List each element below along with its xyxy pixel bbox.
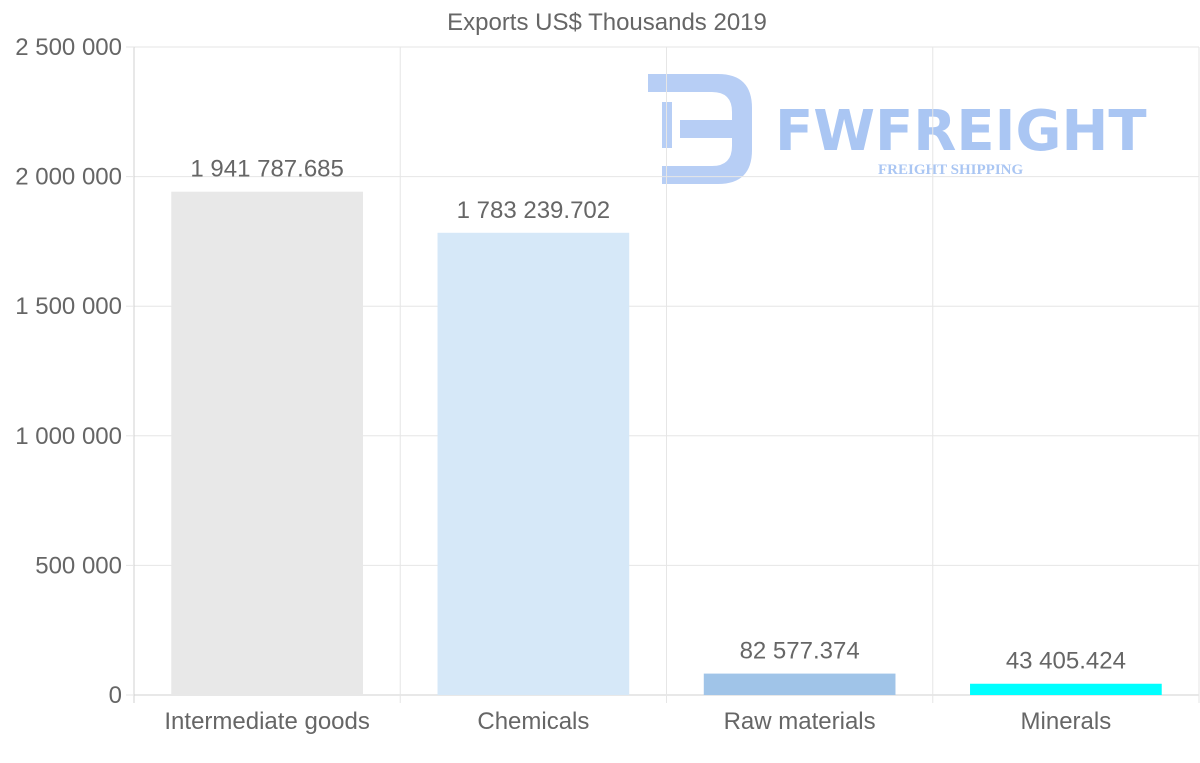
axes: 0 500 000 1 000 000 1 500 000 2 000 000 2 500…: [15, 34, 1111, 735]
chart-title: Exports US$ Thousands 2019: [447, 9, 767, 36]
x-tick-label: Intermediate goods: [164, 708, 369, 735]
data-label: 43 405.424: [1006, 648, 1126, 675]
y-tick-label: 500 000: [35, 552, 122, 579]
y-tick-label: 0: [109, 682, 122, 709]
data-label: 1 941 787.685: [190, 156, 343, 183]
fwfreight-watermark: FWFREIGHT FREIGHT SHIPPING: [648, 74, 1147, 184]
x-tick-label: Raw materials: [724, 708, 876, 735]
fwfreight-logo-icon: [648, 74, 752, 184]
bar-chemicals: [437, 232, 630, 695]
y-tick-label: 2 500 000: [15, 34, 122, 61]
data-label: 82 577.374: [740, 638, 860, 665]
y-tick-label: 2 000 000: [15, 164, 122, 191]
y-tick-label: 1 500 000: [15, 293, 122, 320]
data-labels: 1 941 787.685 1 783 239.702 82 577.374 43 4…: [190, 156, 1126, 675]
x-tick-label: Chemicals: [477, 708, 589, 735]
watermark-brand-text: FWFREIGHT: [775, 99, 1147, 164]
bar-raw-materials: [703, 673, 896, 695]
bars: [171, 191, 1162, 695]
y-tick-label: 1 000 000: [15, 423, 122, 450]
bar-minerals: [970, 683, 1162, 695]
x-tick-label: Minerals: [1021, 708, 1112, 735]
bar-intermediate-goods: [171, 191, 363, 695]
watermark-tagline-text: FREIGHT SHIPPING: [878, 162, 1023, 178]
data-label: 1 783 239.702: [457, 197, 610, 224]
